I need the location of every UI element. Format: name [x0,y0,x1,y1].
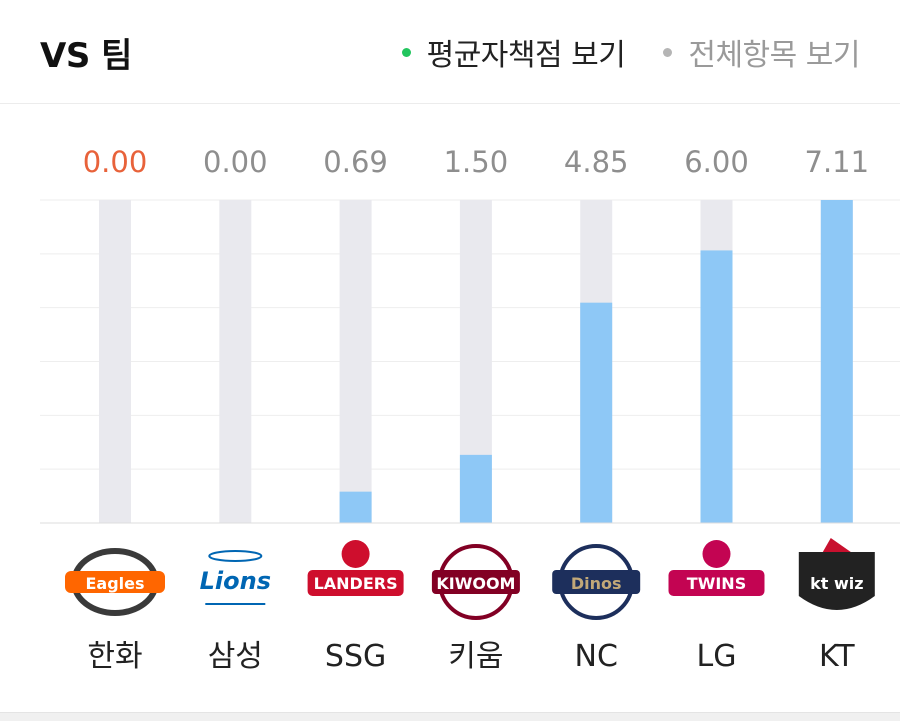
bar [700,250,733,524]
toggle-all-items-label: 전체항목 보기 [688,38,860,73]
page-title: VS 팀 [40,36,132,76]
logo-text: Dinos [571,574,622,593]
bar-track [339,200,372,523]
toggle-all-items-view[interactable]: 전체항목 보기 [663,30,860,74]
bar [339,491,372,523]
value-label: 1.50 [444,145,509,179]
logo-text: Eagles [85,574,144,593]
value-label: 0.00 [83,145,148,179]
logo-shield [798,552,875,610]
logo-arc [208,550,263,562]
landers-logo[interactable]: LANDERS [307,540,404,596]
kiwoom-logo[interactable]: KIWOOM [431,544,520,620]
twins-logo[interactable]: TWINS [668,540,765,596]
bar [820,200,853,523]
logo-text: KIWOOM [436,574,515,593]
logo-plate [307,570,404,596]
value-label: 0.69 [323,145,388,179]
logo-flag [822,538,851,552]
logo-plate [668,570,765,596]
era-bar-chart: 0.00 Eagles 한화 0.00 Lions 삼성 0.69 LANDERS SSG 1.5… [40,145,900,674]
bar [459,454,492,523]
toggle-era-view[interactable]: 평균자책점 보기 [401,30,626,74]
bar-track [219,200,252,523]
logo-text: kt wiz [810,574,863,593]
bar [580,302,613,523]
team-name-label[interactable]: SSG [325,639,386,674]
team-name-label[interactable]: 키움 [448,639,503,674]
team-name-label[interactable]: LG [697,639,737,674]
eagles-logo[interactable]: Eagles [65,548,165,616]
logo-text: Lions [200,567,271,595]
value-label: 7.11 [805,145,870,179]
value-label: 6.00 [684,145,749,179]
header: VS 팀 평균자책점 보기 전체항목 보기 [0,0,900,104]
ktwiz-logo[interactable]: kt wiz [798,538,875,610]
dinos-logo[interactable]: Dinos [552,544,641,620]
logo-text: TWINS [687,574,746,593]
view-toggle-group: 평균자책점 보기 전체항목 보기 [401,30,860,74]
logo-band [65,571,165,593]
value-label: 4.85 [564,145,629,179]
inactive-dot-icon [663,47,673,57]
team-name-label[interactable]: 한화 [87,639,142,674]
team-name-label[interactable]: 삼성 [208,639,263,674]
logo-crown [341,540,370,568]
logo-text: LANDERS [314,574,398,593]
logo-band [552,570,641,594]
team-name-label[interactable]: NC [575,639,618,674]
logo-band [431,570,520,594]
toggle-era-label: 평균자책점 보기 [426,38,626,73]
lions-logo[interactable]: Lions [200,550,271,605]
active-dot-icon [401,47,411,57]
logo-crown [702,540,731,568]
bottom-divider [0,712,900,721]
bar-track [99,200,131,523]
value-label: 0.00 [203,145,268,179]
team-name-label[interactable]: KT [819,639,855,674]
